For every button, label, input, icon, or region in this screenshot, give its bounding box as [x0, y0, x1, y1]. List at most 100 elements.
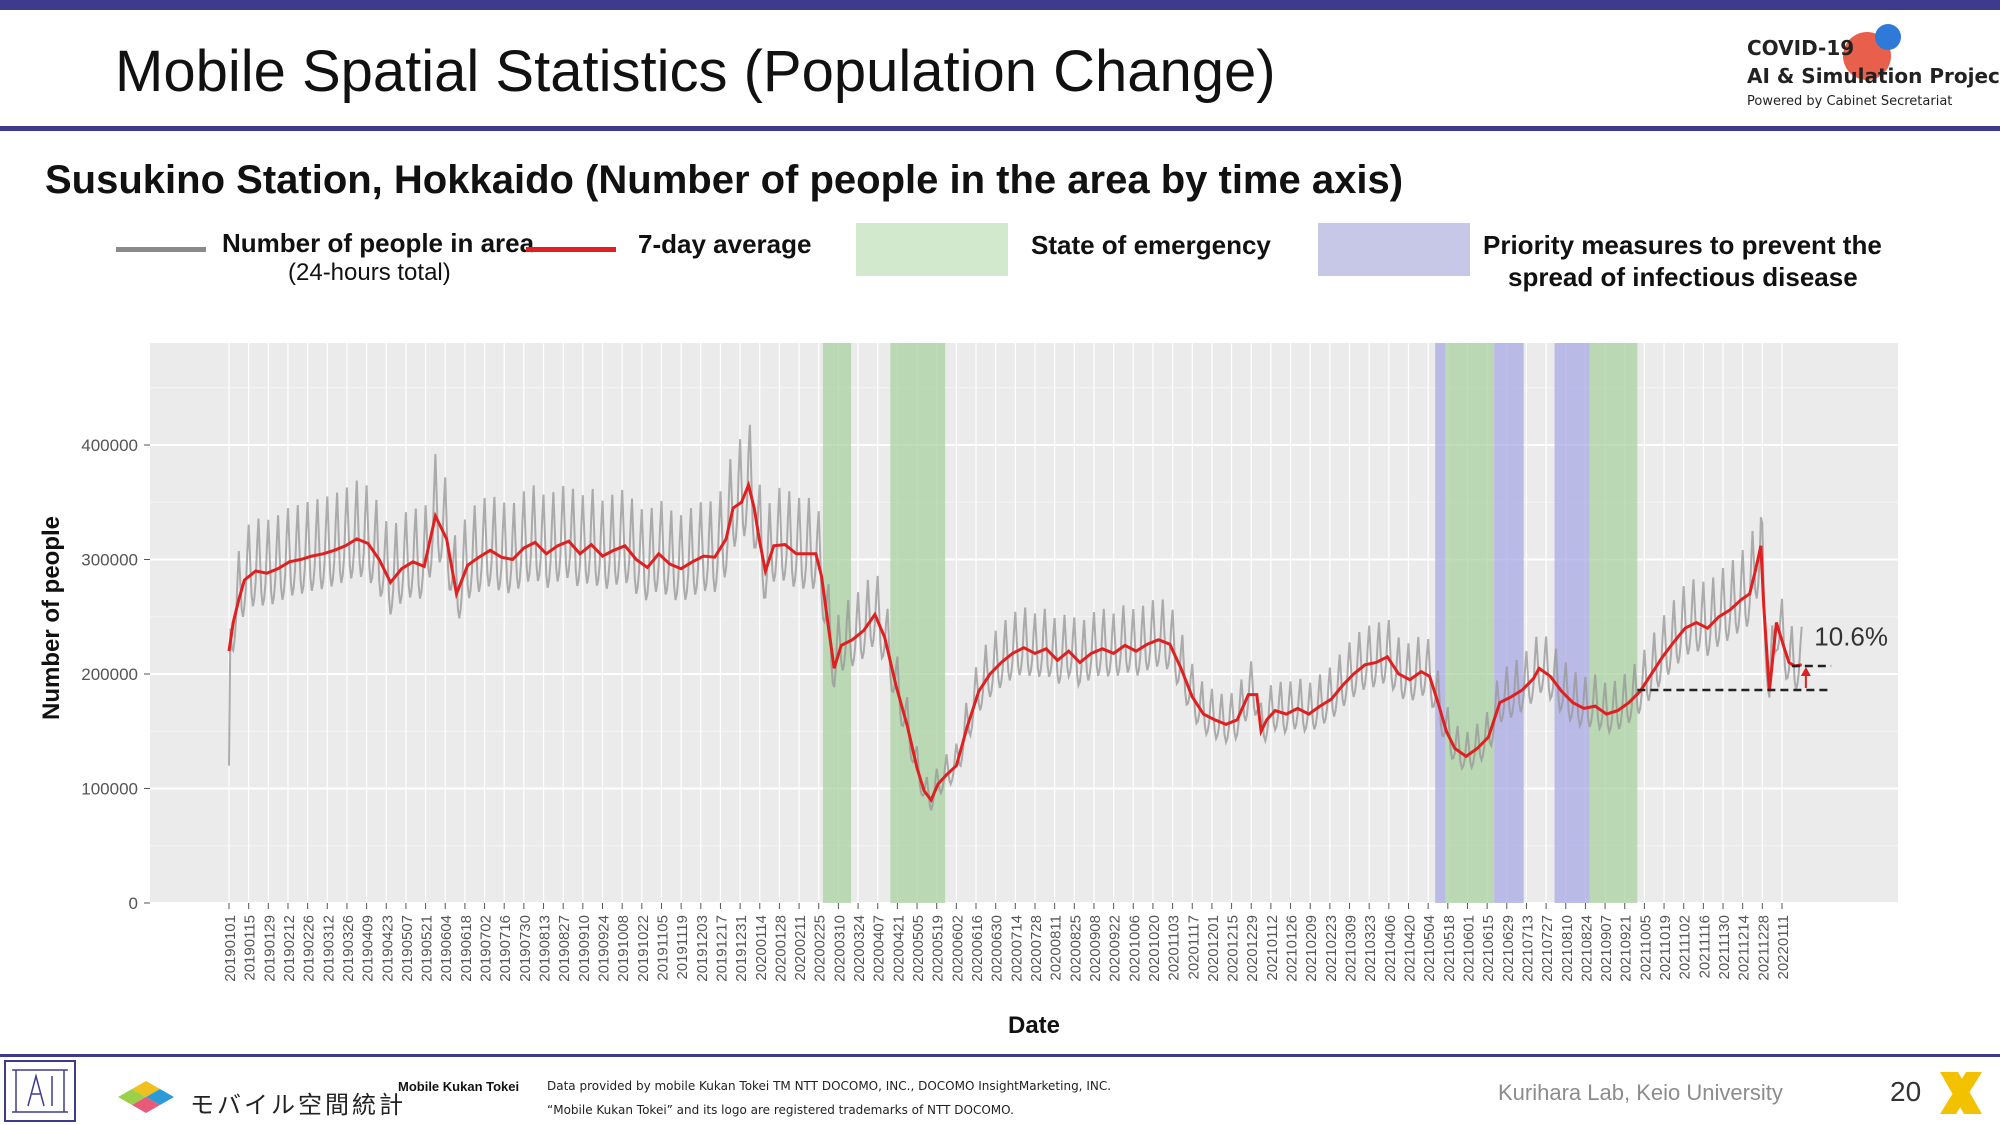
page-title: Mobile Spatial Statistics (Population Ch… [115, 39, 1276, 104]
top-accent-bar [0, 0, 2000, 10]
keio-lab-logo [4, 1060, 76, 1122]
increase-arrow-head [1800, 666, 1811, 676]
x-tick-label: 20201020 [1146, 915, 1163, 982]
page-number: 20 [1890, 1076, 1922, 1107]
priority-period [1435, 343, 1446, 903]
x-tick-label: 20190521 [419, 915, 436, 982]
x-tick-label: 20200714 [1008, 915, 1025, 982]
legend-priority-label-1: Priority measures to prevent the [1483, 230, 1882, 260]
footer-data-source-name: Mobile Kukan Tokei [398, 1079, 520, 1094]
logo-line1: COVID-19 [1747, 36, 1855, 60]
x-tick-label: 20210907 [1598, 915, 1615, 982]
x-tick-label: 20200505 [910, 915, 927, 982]
x-tick-label: 20210323 [1362, 915, 1379, 982]
x-tick-label: 20210209 [1303, 915, 1320, 982]
footer-mk-logo-text: モバイル空間統計 [190, 1092, 406, 1119]
x-tick-label: 20190730 [517, 915, 534, 982]
x-tick-label: 20200519 [930, 915, 947, 982]
x-logo [1940, 1072, 1982, 1114]
x-tick-label: 20200310 [831, 915, 848, 982]
x-tick-label: 20191008 [615, 915, 632, 982]
x-tick-label: 20190101 [222, 915, 239, 982]
x-tick-label: 20211102 [1677, 915, 1694, 980]
x-tick-label: 20210420 [1401, 915, 1418, 982]
x-tick-label: 20190716 [497, 915, 514, 982]
x-tick-label: 20201215 [1225, 915, 1242, 982]
x-tick-label: 20210406 [1382, 915, 1399, 982]
x-tick-label: 20210810 [1559, 915, 1576, 982]
chart-subtitle: Susukino Station, Hokkaido (Number of pe… [45, 158, 1404, 202]
x-tick-label: 20210727 [1539, 915, 1556, 982]
footer-divider [0, 1054, 2000, 1057]
y-axis-title: Number of people [38, 515, 65, 720]
x-tick-label: 20200225 [812, 915, 829, 982]
x-tick-label: 20201229 [1244, 915, 1261, 982]
x-tick-label: 20200211 [792, 915, 809, 981]
x-tick-label: 20211019 [1657, 915, 1674, 981]
y-tick-label: 200000 [81, 665, 138, 684]
x-tick-label: 20191231 [733, 915, 750, 982]
x-tick-label: 20210601 [1460, 915, 1477, 982]
x-tick-label: 20210629 [1500, 915, 1517, 982]
y-tick-label: 0 [129, 894, 138, 913]
x-tick-label: 20201117 [1185, 915, 1202, 980]
emergency-period [1445, 343, 1495, 903]
x-tick-label: 20201103 [1166, 915, 1183, 981]
x-tick-label: 20200421 [890, 915, 907, 982]
x-tick-label: 20190423 [379, 915, 396, 982]
x-tick-label: 20200922 [1107, 915, 1124, 982]
legend-daily-swatch [116, 247, 206, 252]
legend-daily-sublabel: (24-hours total) [288, 259, 451, 286]
x-tick-label: 20210824 [1578, 915, 1595, 982]
x-tick-label: 20190115 [242, 915, 259, 981]
logo-line2: AI & Simulation Project [1747, 64, 2000, 88]
x-tick-label: 20200908 [1087, 915, 1104, 982]
x-tick-label: 20211005 [1637, 915, 1654, 981]
x-tick-label: 20210518 [1441, 915, 1458, 982]
footer-credit-line1: Data provided by mobile Kukan Tokei TM N… [547, 1079, 1112, 1093]
x-tick-label: 20210309 [1343, 915, 1360, 982]
x-tick-label: 20191022 [635, 915, 652, 982]
priority-period [1554, 343, 1590, 903]
x-tick-label: 20200602 [949, 915, 966, 982]
x-tick-label: 20220111 [1775, 915, 1792, 980]
x-tick-label: 20211214 [1736, 915, 1753, 981]
logo-circle-blue [1875, 24, 1901, 50]
y-tick-label: 100000 [81, 780, 138, 799]
legend-priority-swatch [1318, 223, 1470, 276]
x-tick-label: 20191217 [713, 915, 730, 982]
legend-emergency-label: State of emergency [1031, 230, 1271, 260]
x-axis-title: Date [1008, 1012, 1061, 1039]
x-tick-label: 20210615 [1480, 915, 1497, 982]
x-tick-label: 20190226 [301, 915, 318, 982]
x-tick-label: 20190326 [340, 915, 357, 982]
x-tick-label: 20201201 [1205, 915, 1222, 982]
legend-avg-label: 7-day average [638, 229, 812, 259]
x-tick-label: 20190129 [261, 915, 278, 982]
lab-logo-graphic [12, 1069, 68, 1113]
x-tick-label: 20190924 [596, 915, 613, 982]
emergency-period [890, 343, 946, 903]
x-tick-label: 20211116 [1696, 915, 1713, 978]
x-tick-label: 20210223 [1323, 915, 1340, 982]
priority-period [1494, 343, 1524, 903]
x-tick-label: 20190409 [360, 915, 377, 982]
logo-line3: Powered by Cabinet Secretariat [1747, 94, 1953, 109]
legend-priority-label-2: spread of infectious disease [1508, 262, 1858, 292]
x-tick-label: 20191105 [654, 915, 671, 981]
x-tick-label: 20200128 [772, 915, 789, 982]
covid-project-logo: COVID-19 AI & Simulation Project Powered… [1745, 22, 2000, 117]
percent-change-annotation: 10.6% [1814, 622, 1888, 652]
x-tick-label: 20190618 [458, 915, 475, 982]
x-tick-label: 20200728 [1028, 915, 1045, 982]
emergency-period [1589, 343, 1638, 903]
mobile-kukan-tokei-logo [118, 1081, 174, 1113]
y-tick-label: 400000 [81, 436, 138, 455]
x-tick-label: 20200825 [1067, 915, 1084, 982]
footer-lab-name: Kurihara Lab, Keio University [1498, 1080, 1783, 1105]
x-tick-label: 20190312 [320, 915, 337, 982]
seven-day-average-line [227, 480, 1802, 803]
x-tick-label: 20200324 [851, 915, 868, 982]
x-tick-label: 20211130 [1716, 915, 1733, 980]
